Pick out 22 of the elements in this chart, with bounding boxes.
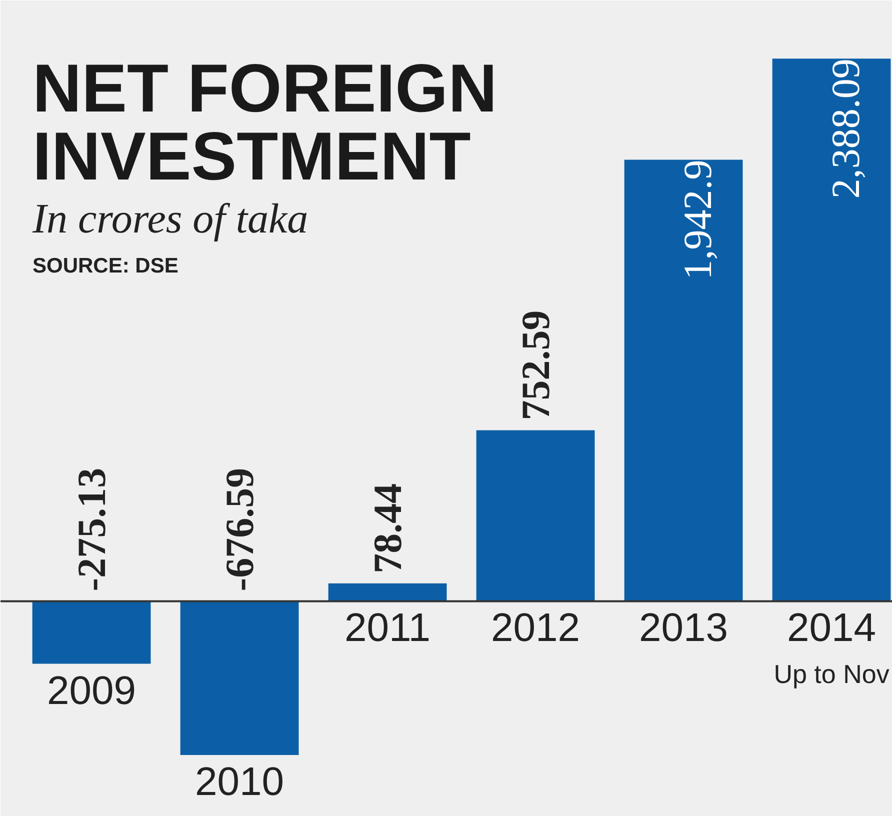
bar — [476, 430, 595, 602]
text: In crores of taka — [32, 196, 308, 242]
bar — [624, 160, 743, 602]
x-tick-label: 2009 — [47, 668, 136, 713]
annotation: Up to Nov — [774, 659, 890, 690]
annotation: SOURCE: DSE — [32, 254, 178, 278]
data-label: 78.44 — [365, 483, 410, 574]
x-tick-label: 2011 — [344, 606, 431, 650]
data-label: -275.13 — [69, 468, 114, 592]
bar — [772, 58, 891, 602]
x-tick-label: 2012 — [491, 606, 580, 650]
data-label: 2,388.09 — [823, 58, 868, 199]
bar — [180, 601, 299, 755]
x-tick-label: 2014 — [787, 606, 876, 650]
bar — [328, 583, 447, 602]
chart-title: NET FOREIGN INVESTMENT — [32, 50, 498, 194]
bar — [32, 601, 151, 664]
data-label: 752.59 — [513, 310, 558, 420]
x-tick-label: 2010 — [195, 760, 284, 804]
x-tick-label: 2013 — [639, 606, 728, 650]
data-label: -676.59 — [217, 468, 262, 592]
data-label: 1,942.9 — [675, 160, 720, 280]
